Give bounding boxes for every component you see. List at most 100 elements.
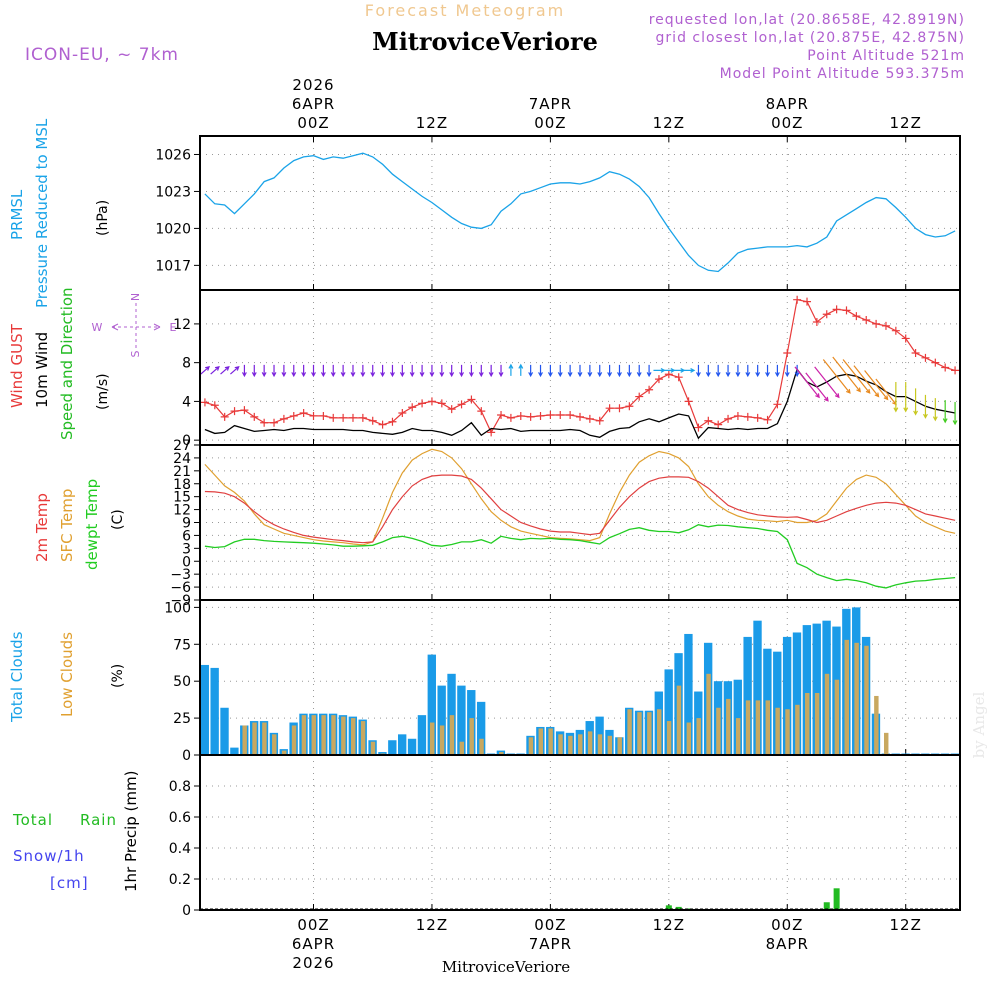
gust-marker — [210, 401, 219, 410]
gust-marker — [279, 414, 288, 423]
low-cloud-bar — [252, 722, 257, 755]
pressure-frame — [199, 135, 961, 291]
wind-arrow — [251, 364, 257, 378]
bottom-time-label: 12Z — [653, 916, 685, 934]
total-cloud-bar — [220, 707, 229, 755]
total-cloud-bar — [200, 664, 209, 755]
low-cloud-bar — [676, 685, 682, 755]
wind-arrow — [498, 364, 504, 378]
low-cloud-bar — [331, 715, 336, 755]
low-cloud-bar — [301, 715, 307, 755]
wind-arrow — [587, 364, 593, 378]
temperature-ytick-label: 12 — [173, 503, 191, 519]
temp-labels: 2m Temp SFC Temp dewpt Temp (C) — [33, 479, 126, 570]
wind-arrow — [528, 364, 534, 378]
wind-unit: (m/s) — [95, 373, 111, 410]
top-time-label: 8APR — [766, 95, 809, 113]
gust-marker — [576, 412, 584, 421]
wind-arrow — [330, 364, 336, 378]
wind-arrow — [597, 364, 603, 378]
wind-arrow — [350, 364, 356, 378]
gust-marker — [605, 404, 614, 413]
gust-marker — [595, 416, 604, 425]
total-clouds-label: Total Clouds — [8, 631, 26, 723]
low-cloud-bar — [637, 712, 642, 755]
low-cloud-bar — [726, 698, 731, 755]
gust-marker — [911, 348, 920, 357]
dewpoint-line — [204, 524, 956, 589]
precip-ytick-label: 0.2 — [169, 872, 191, 888]
low-cloud-bar — [755, 700, 761, 755]
wind-grid: 0 4 8 12 — [173, 290, 960, 449]
precip-labels: Total Rain Snow/1h [cm] 1hr Precip (mm) — [12, 771, 140, 892]
gust-marker — [812, 317, 821, 326]
gust-marker — [497, 410, 506, 419]
wind-arrow — [653, 367, 666, 373]
top-time-label: 2026 — [292, 76, 334, 94]
precip-ytick-label: 0.4 — [169, 841, 191, 857]
wind-arrow — [311, 364, 316, 378]
wind-arrow — [567, 364, 573, 378]
wind-arrow — [230, 365, 240, 375]
wind-arrow — [903, 381, 909, 413]
wind-arrow — [794, 366, 820, 399]
total-cloud-bar — [398, 734, 407, 755]
gust-marker — [200, 398, 209, 407]
gust-marker — [654, 375, 663, 384]
temp-label: 2m Temp — [33, 493, 51, 562]
low-cloud-bar — [360, 721, 366, 755]
compass-n: N — [129, 293, 142, 301]
pressure-ytick-label: 1020 — [155, 221, 191, 237]
wind-arrow — [488, 364, 494, 378]
low-cloud-bar — [597, 734, 603, 755]
wind-arrow — [893, 381, 899, 413]
gust-marker — [536, 411, 545, 420]
total-cloud-bar — [812, 623, 821, 755]
gust-marker — [289, 411, 298, 420]
low-cloud-bar — [854, 642, 859, 755]
gust-marker — [339, 413, 348, 422]
low-cloud-bar — [281, 750, 287, 755]
total-cloud-bar — [733, 679, 742, 755]
gust-marker — [921, 353, 930, 362]
clouds-unit: (%) — [110, 664, 126, 688]
wind-labels: Wind GUST 10m Wind Speed and Direction (… — [8, 287, 177, 440]
sfc-temp-line — [204, 448, 956, 546]
compass-rose: W E N S — [92, 293, 177, 358]
temperature-ytick-label: 21 — [173, 464, 191, 480]
rain-bar — [665, 905, 672, 910]
wind-speed-line — [204, 368, 956, 440]
low-cloud-bar — [785, 709, 790, 755]
temperature-ytick-label: 9 — [182, 516, 191, 532]
low-cloud-bar — [617, 737, 622, 755]
low-cloud-bar — [844, 639, 849, 755]
pressure-label-1: PRMSL — [8, 189, 26, 240]
wind-arrow — [617, 364, 622, 378]
low-cloud-bar — [824, 673, 830, 755]
wind-arrow — [399, 364, 405, 378]
total-cloud-bar — [664, 669, 673, 755]
low-cloud-bar — [321, 715, 326, 755]
low-cloud-bar — [429, 722, 435, 755]
gust-marker — [901, 334, 910, 343]
gust-marker — [862, 316, 871, 325]
low-cloud-bar — [311, 715, 316, 755]
wind-arrow — [765, 364, 770, 378]
wind-arrow — [281, 364, 287, 378]
low-cloud-bar — [775, 707, 780, 755]
gust-markers — [200, 295, 960, 437]
wind-arrow — [518, 363, 524, 376]
low-cloud-bar — [568, 735, 573, 755]
total-cloud-bar — [743, 636, 752, 755]
gust-marker — [566, 410, 575, 419]
gust-marker — [704, 416, 713, 425]
gust-marker — [881, 321, 890, 330]
gust-marker — [526, 412, 535, 421]
low-cloud-bar — [370, 741, 376, 755]
gust-marker — [250, 412, 259, 421]
total-cloud-bar — [753, 620, 762, 755]
low-cloud-bar — [479, 738, 484, 755]
